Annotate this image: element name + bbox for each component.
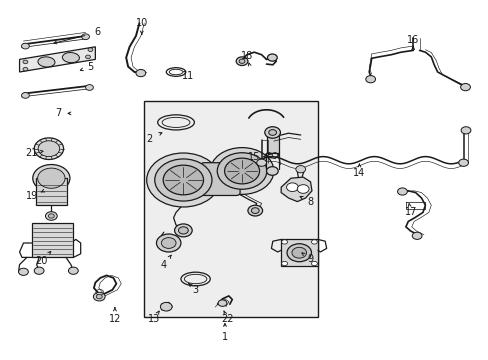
Circle shape	[38, 168, 65, 188]
Circle shape	[88, 48, 93, 51]
Circle shape	[81, 34, 89, 40]
Circle shape	[45, 212, 57, 220]
Bar	[281, 239, 317, 266]
Text: 13: 13	[147, 314, 160, 324]
Circle shape	[160, 302, 172, 311]
Circle shape	[217, 153, 266, 189]
Circle shape	[146, 153, 220, 207]
Circle shape	[291, 247, 306, 258]
Circle shape	[218, 300, 226, 306]
Text: 12: 12	[108, 314, 121, 324]
Circle shape	[136, 69, 145, 77]
Circle shape	[267, 54, 277, 61]
Circle shape	[286, 183, 298, 192]
Text: 10: 10	[135, 18, 148, 28]
Text: 17: 17	[404, 207, 416, 217]
Circle shape	[34, 267, 44, 274]
Polygon shape	[20, 47, 95, 72]
Circle shape	[295, 166, 305, 173]
Circle shape	[460, 127, 470, 134]
Circle shape	[34, 138, 63, 159]
Circle shape	[251, 208, 259, 213]
Circle shape	[460, 84, 469, 91]
Text: 1: 1	[222, 332, 227, 342]
Text: 7: 7	[56, 108, 61, 118]
Text: 22: 22	[221, 314, 233, 324]
Circle shape	[19, 268, 28, 275]
Circle shape	[365, 76, 375, 83]
Text: 9: 9	[307, 254, 313, 264]
Ellipse shape	[62, 53, 79, 63]
Text: 3: 3	[192, 285, 198, 295]
Bar	[144, 101, 317, 317]
Circle shape	[38, 141, 60, 157]
Circle shape	[156, 234, 181, 252]
Text: 8: 8	[307, 197, 313, 207]
Circle shape	[210, 148, 273, 194]
Circle shape	[23, 67, 28, 71]
Polygon shape	[281, 177, 311, 202]
Circle shape	[224, 158, 259, 184]
Circle shape	[33, 165, 70, 192]
Circle shape	[458, 159, 468, 166]
Text: 20: 20	[35, 256, 48, 266]
Circle shape	[281, 240, 287, 244]
Circle shape	[264, 127, 280, 138]
Circle shape	[397, 188, 407, 195]
FancyBboxPatch shape	[200, 163, 240, 195]
Text: 11: 11	[182, 71, 194, 81]
Circle shape	[85, 55, 90, 59]
Circle shape	[85, 85, 93, 90]
Circle shape	[281, 261, 287, 266]
Circle shape	[48, 214, 54, 218]
Text: 18: 18	[240, 51, 253, 61]
Text: 2: 2	[146, 134, 152, 144]
Circle shape	[163, 165, 203, 195]
Circle shape	[23, 60, 28, 64]
Circle shape	[236, 57, 247, 66]
Text: 21: 21	[25, 148, 38, 158]
Circle shape	[286, 244, 311, 262]
Circle shape	[268, 130, 276, 135]
Circle shape	[161, 238, 176, 248]
Text: 16: 16	[406, 35, 419, 45]
Circle shape	[154, 159, 211, 201]
Text: 19: 19	[25, 191, 38, 201]
Circle shape	[239, 59, 244, 63]
Circle shape	[68, 267, 78, 274]
Circle shape	[297, 185, 308, 193]
Ellipse shape	[38, 57, 55, 67]
Circle shape	[256, 159, 266, 166]
Bar	[32, 223, 73, 257]
Circle shape	[247, 205, 262, 216]
Circle shape	[174, 224, 192, 237]
Bar	[36, 178, 67, 205]
Circle shape	[21, 93, 29, 98]
Text: 15: 15	[247, 152, 260, 162]
Circle shape	[311, 240, 317, 244]
Text: 4: 4	[161, 260, 166, 270]
Bar	[266, 133, 278, 153]
Circle shape	[21, 43, 29, 49]
Text: 5: 5	[87, 62, 93, 72]
Circle shape	[311, 261, 317, 266]
Circle shape	[96, 294, 102, 299]
Circle shape	[93, 292, 105, 301]
Circle shape	[266, 167, 278, 175]
Circle shape	[178, 227, 188, 234]
Text: 14: 14	[352, 168, 365, 178]
Circle shape	[411, 232, 421, 239]
Text: 6: 6	[95, 27, 101, 37]
